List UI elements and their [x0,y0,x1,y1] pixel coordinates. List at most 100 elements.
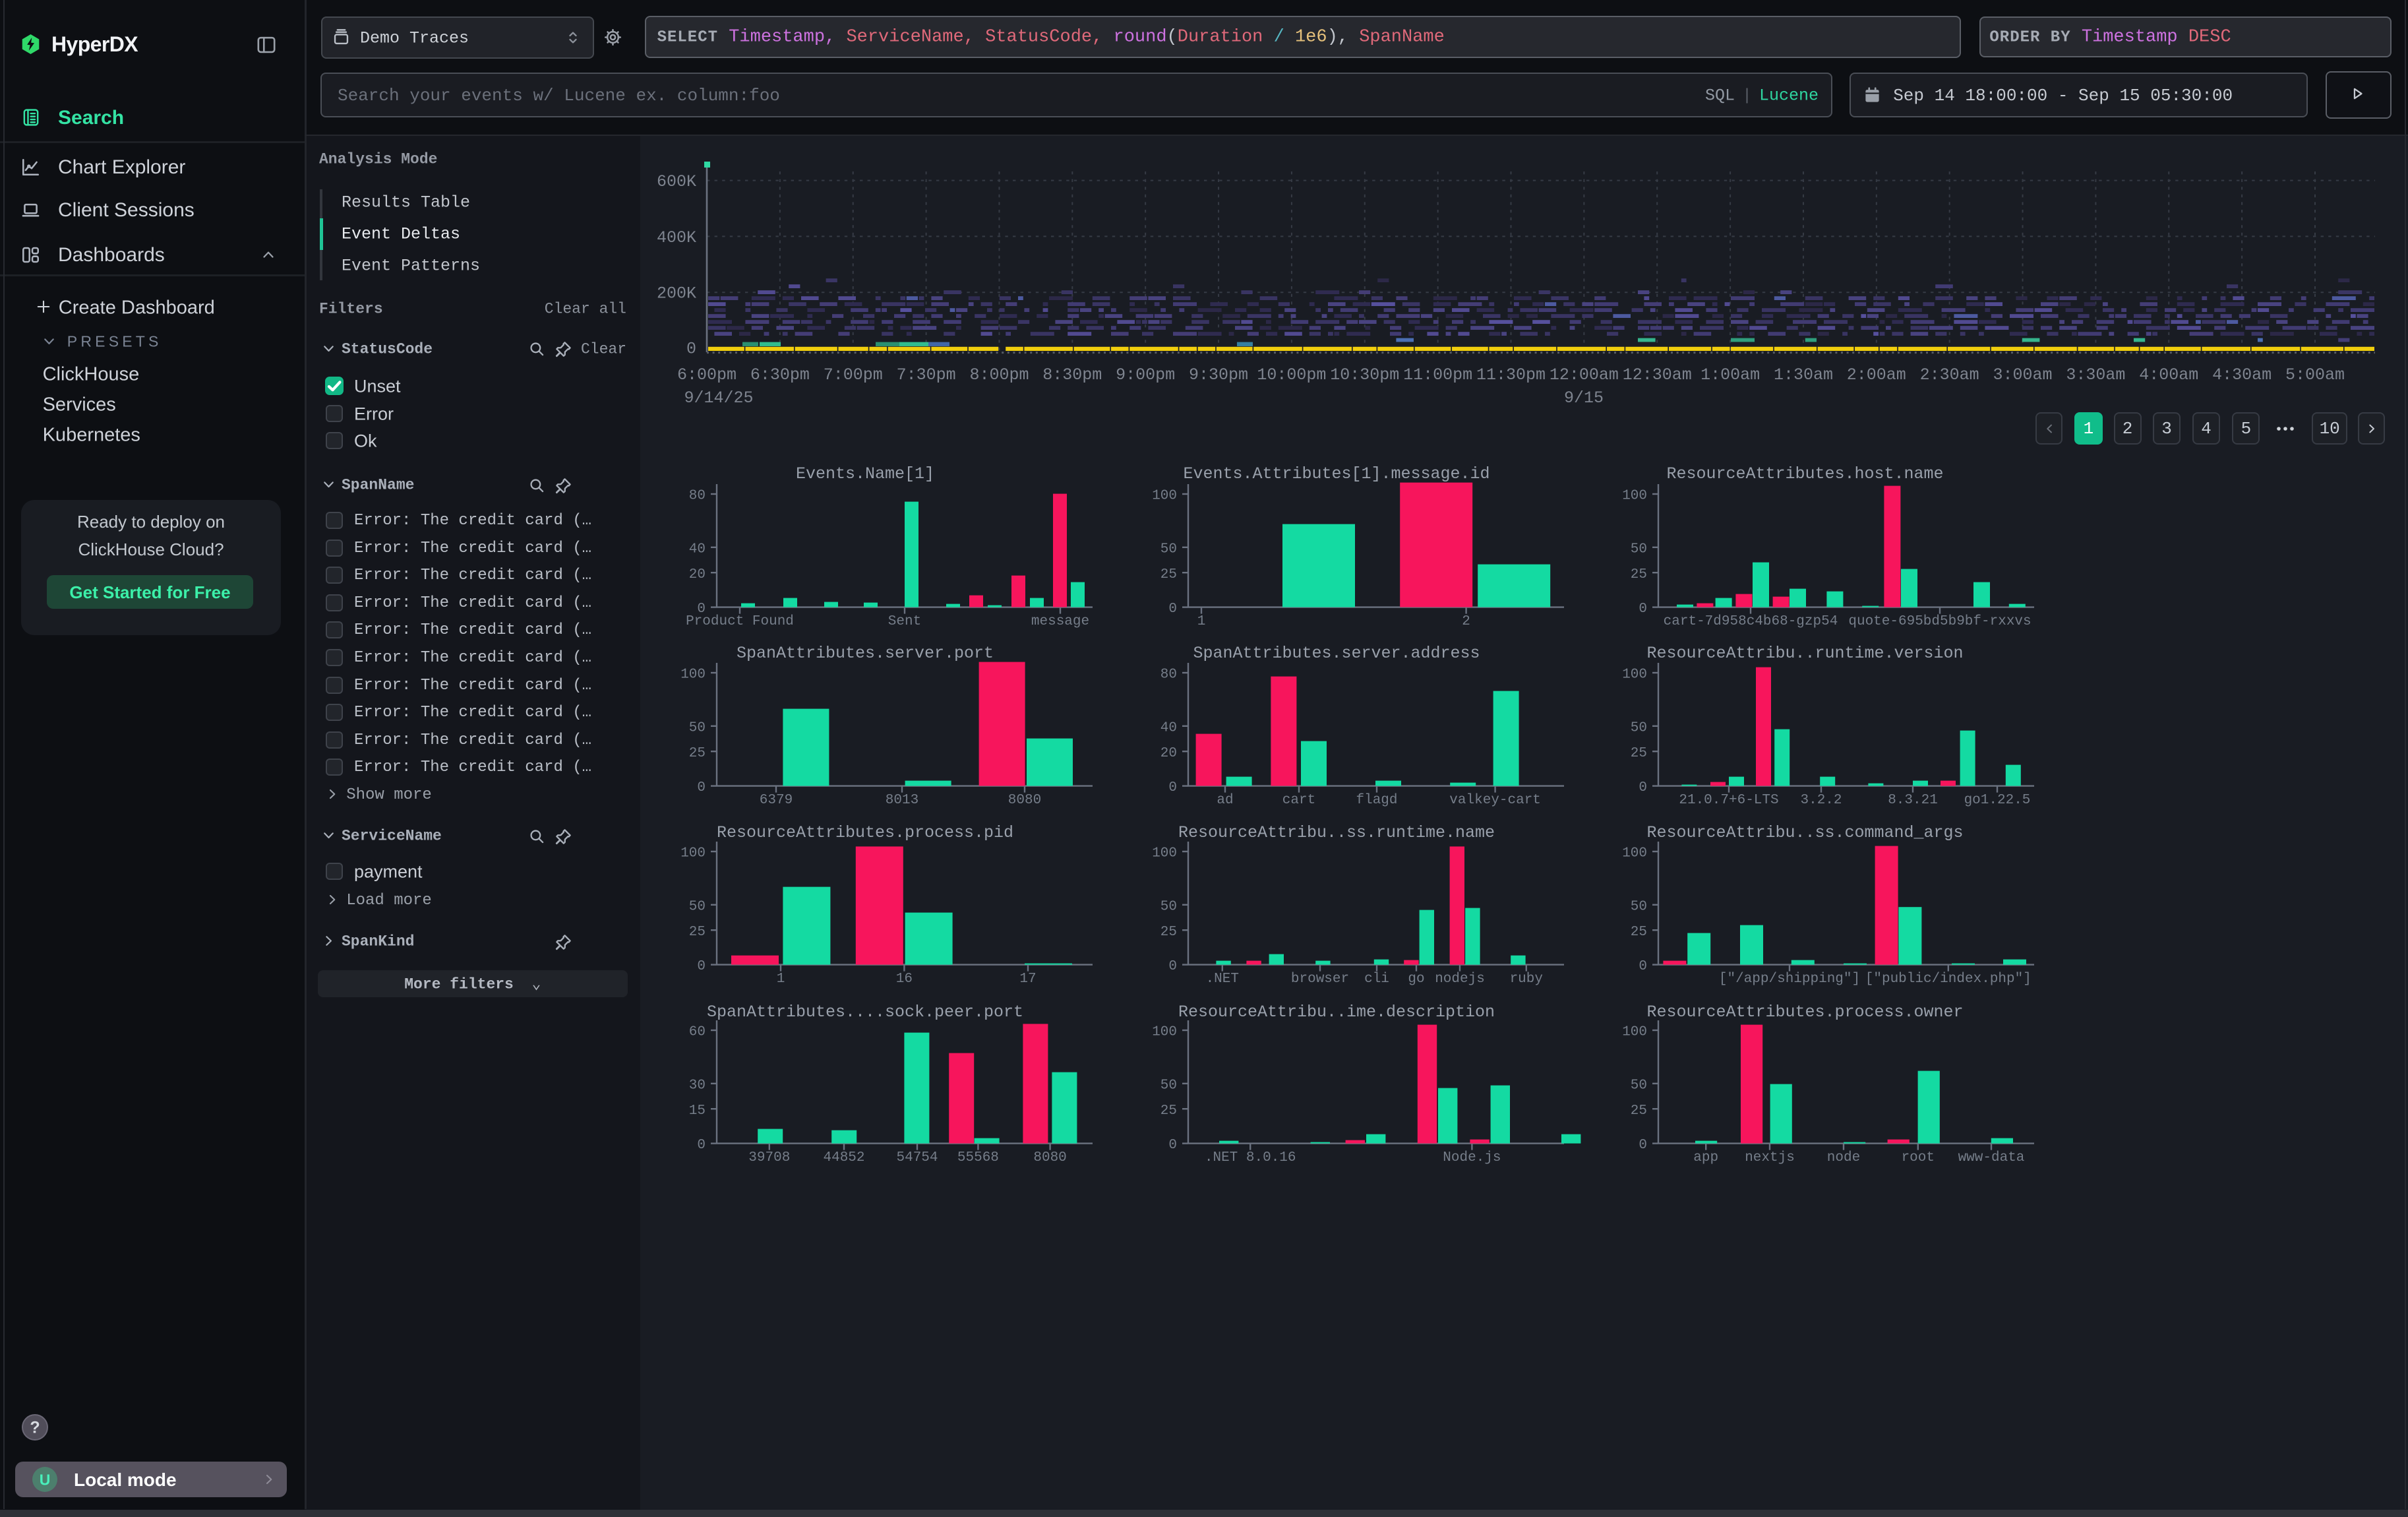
svg-text:80: 80 [689,489,706,504]
svg-text:ResourceAttributes.process.pid: ResourceAttributes.process.pid [717,823,1013,842]
svg-text:0: 0 [1168,1138,1177,1153]
svg-text:50: 50 [1160,1078,1177,1093]
svg-text:25: 25 [689,925,706,940]
svg-text:10:30pm: 10:30pm [1330,365,1399,385]
svg-text:www-data: www-data [1958,1150,2025,1165]
svg-text:Events.Name[1]: Events.Name[1] [796,464,934,483]
svg-text:0: 0 [697,602,706,617]
svg-text:21.0.7+6-LTS: 21.0.7+6-LTS [1679,793,1778,808]
svg-text:Events.Attributes[1].message.i: Events.Attributes[1].message.id [1183,464,1490,483]
svg-text:quote-695bd5b9bf-rxxvs: quote-695bd5b9bf-rxxvs [1848,614,2031,629]
svg-text:100: 100 [1152,1025,1177,1040]
svg-text:go1.22.5: go1.22.5 [1964,793,2031,808]
svg-text:8:00pm: 8:00pm [969,365,1029,385]
svg-text:100: 100 [680,667,706,683]
svg-text:2:00am: 2:00am [1847,365,1906,385]
svg-text:100: 100 [1152,489,1177,504]
svg-text:25: 25 [1160,567,1177,582]
svg-text:nodejs: nodejs [1435,972,1485,987]
svg-text:1: 1 [1197,614,1206,629]
svg-text:1:00am: 1:00am [1701,365,1760,385]
svg-text:15: 15 [689,1103,706,1119]
svg-text:40: 40 [689,542,706,557]
svg-text:7:30pm: 7:30pm [897,365,956,385]
svg-text:20: 20 [1160,746,1177,761]
svg-text:16: 16 [896,972,913,987]
svg-text:Node.js: Node.js [1443,1150,1501,1165]
svg-text:100: 100 [1622,846,1647,861]
svg-text:9/15: 9/15 [1564,388,1604,408]
svg-text:0: 0 [1168,959,1177,974]
svg-text:50: 50 [689,899,706,914]
svg-text:ResourceAttributes.process.own: ResourceAttributes.process.owner [1646,1003,1963,1022]
svg-text:0: 0 [1639,602,1647,617]
svg-text:9:00pm: 9:00pm [1116,365,1175,385]
svg-text:node: node [1827,1150,1860,1165]
svg-text:ResourceAttributes.host.name: ResourceAttributes.host.name [1666,464,1943,483]
svg-text:0: 0 [697,959,706,974]
svg-text:25: 25 [1631,746,1647,761]
svg-text:nextjs: nextjs [1745,1150,1795,1165]
svg-text:400K: 400K [657,228,696,247]
svg-text:4:00am: 4:00am [2139,365,2198,385]
svg-text:39708: 39708 [748,1150,790,1165]
svg-text:0: 0 [1639,780,1647,795]
svg-text:100: 100 [1152,846,1177,861]
svg-text:.NET 8.0.16: .NET 8.0.16 [1205,1150,1296,1165]
svg-text:60: 60 [689,1025,706,1040]
svg-text:.NET: .NET [1206,972,1239,987]
svg-text:SpanAttributes....sock.peer.po: SpanAttributes....sock.peer.port [707,1003,1023,1022]
svg-text:6379: 6379 [760,793,793,808]
svg-text:3:00am: 3:00am [1993,365,2053,385]
svg-text:message: message [1031,614,1089,629]
svg-text:100: 100 [680,846,706,861]
svg-text:ResourceAttribu..runtime.versi: ResourceAttribu..runtime.version [1646,644,1963,663]
svg-text:3:30am: 3:30am [2066,365,2125,385]
svg-text:54754: 54754 [896,1150,938,1165]
svg-text:40: 40 [1160,720,1177,735]
svg-text:0: 0 [697,780,706,795]
svg-text:50: 50 [1631,720,1647,735]
svg-text:30: 30 [689,1078,706,1093]
svg-text:ad: ad [1217,793,1233,808]
svg-text:50: 50 [1631,542,1647,557]
svg-text:8:30pm: 8:30pm [1042,365,1102,385]
svg-text:50: 50 [1160,542,1177,557]
svg-text:0: 0 [1639,1138,1647,1153]
svg-text:0: 0 [686,339,696,358]
svg-text:0: 0 [697,1138,706,1153]
svg-text:100: 100 [1622,667,1647,683]
svg-text:ResourceAttribu..ss.command_ar: ResourceAttribu..ss.command_args [1646,823,1963,842]
svg-text:valkey-cart: valkey-cart [1449,793,1541,808]
svg-text:50: 50 [1631,899,1647,914]
svg-text:app: app [1693,1150,1718,1165]
svg-text:25: 25 [1631,1103,1647,1119]
svg-text:flagd: flagd [1356,793,1397,808]
svg-text:50: 50 [1160,899,1177,914]
svg-text:0: 0 [1168,780,1177,795]
svg-text:cart-7d958c4b68-gzp54: cart-7d958c4b68-gzp54 [1664,614,1838,629]
svg-text:root: root [1902,1150,1935,1165]
svg-text:600K: 600K [657,172,696,191]
svg-text:25: 25 [1160,1103,1177,1119]
svg-text:1: 1 [777,972,785,987]
svg-text:100: 100 [1622,489,1647,504]
svg-text:SpanAttributes.server.address: SpanAttributes.server.address [1193,644,1480,663]
svg-text:Product Found: Product Found [686,614,794,629]
svg-text:Sent: Sent [888,614,921,629]
svg-text:100: 100 [1622,1025,1647,1040]
svg-text:25: 25 [1631,567,1647,582]
svg-text:3.2.2: 3.2.2 [1800,793,1842,808]
svg-text:cli: cli [1364,972,1389,987]
svg-text:ruby: ruby [1510,972,1543,987]
svg-text:11:30pm: 11:30pm [1476,365,1546,385]
svg-text:SpanAttributes.server.port: SpanAttributes.server.port [737,644,994,663]
svg-text:20: 20 [689,567,706,582]
svg-text:["/app/shipping"]: ["/app/shipping"] [1719,972,1860,987]
svg-text:8080: 8080 [1033,1150,1066,1165]
svg-text:ResourceAttribu..ime.descripti: ResourceAttribu..ime.description [1178,1003,1495,1022]
svg-text:9/14/25: 9/14/25 [684,388,753,408]
svg-text:browser: browser [1291,972,1349,987]
svg-text:80: 80 [1160,667,1177,683]
svg-text:6:30pm: 6:30pm [750,365,810,385]
